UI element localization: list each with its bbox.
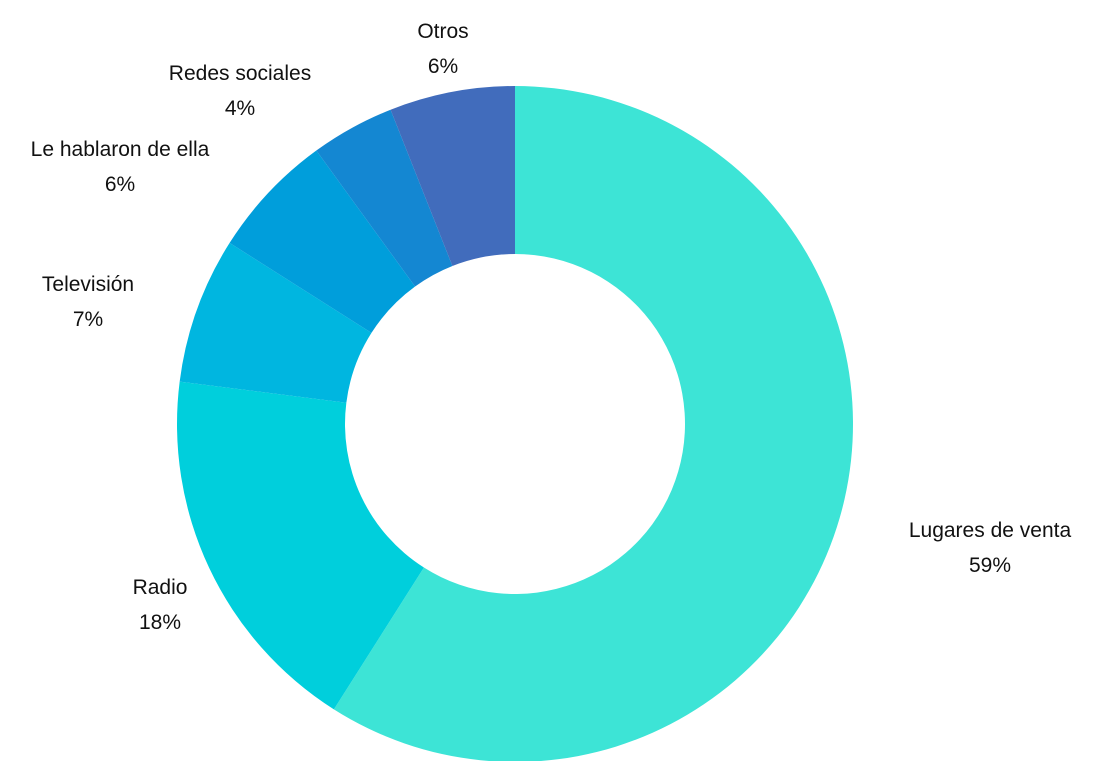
slice-value-radio: 18%	[139, 611, 181, 634]
slice-otros	[390, 86, 515, 266]
slice-radio	[176, 381, 424, 710]
slice-value-redes-sociales: 4%	[225, 97, 255, 120]
slice-label-lugares-de-venta: Lugares de venta	[909, 519, 1072, 542]
slice-le-hablaron-de-ella	[229, 150, 416, 333]
slice-label-radio: Radio	[133, 576, 188, 599]
slice-label-television: Televisión	[42, 273, 134, 296]
slice-television	[179, 242, 372, 403]
slice-redes-sociales	[316, 109, 453, 287]
slice-value-lugares-de-venta: 59%	[969, 554, 1011, 577]
slice-value-le-hablaron-de-ella: 6%	[105, 173, 135, 196]
slice-lugares-de-venta	[333, 86, 853, 761]
slice-value-otros: 6%	[428, 55, 458, 78]
slice-value-television: 7%	[73, 308, 103, 331]
slice-label-otros: Otros	[417, 20, 468, 43]
slice-label-redes-sociales: Redes sociales	[169, 62, 311, 85]
slice-label-le-hablaron-de-ella: Le hablaron de ella	[31, 138, 210, 161]
